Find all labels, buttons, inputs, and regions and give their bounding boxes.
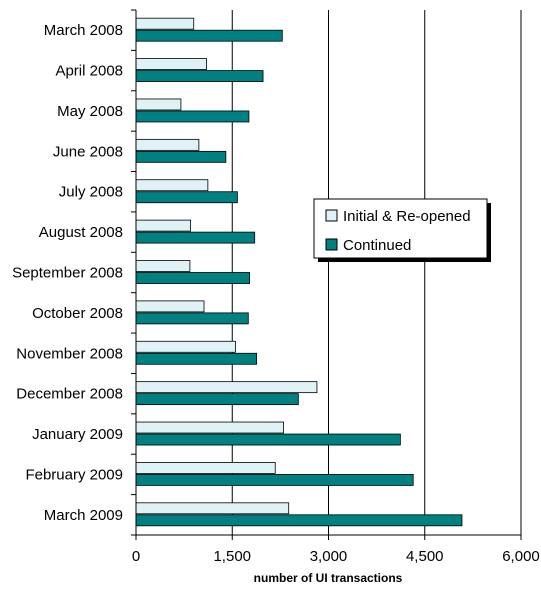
bar-continued bbox=[135, 110, 250, 123]
bar-initial bbox=[135, 138, 200, 151]
category-label: April 2008 bbox=[55, 63, 123, 80]
category-label: December 2008 bbox=[16, 386, 123, 403]
category-label: September 2008 bbox=[12, 265, 123, 282]
bar-initial bbox=[135, 219, 191, 232]
category-label: January 2009 bbox=[32, 426, 123, 443]
category-label: November 2008 bbox=[16, 345, 123, 362]
category-label: March 2008 bbox=[44, 22, 123, 39]
x-tick-labels: 0 1,500 3,000 4,500 6,000 bbox=[132, 535, 540, 565]
category-label: October 2008 bbox=[32, 305, 123, 322]
category-label: March 2009 bbox=[44, 507, 123, 524]
x-tick-label: 0 bbox=[132, 548, 140, 565]
bar-continued bbox=[135, 393, 299, 406]
bar-initial bbox=[135, 98, 182, 111]
bar-continued bbox=[135, 312, 249, 325]
legend: Initial & Re-opened Continued bbox=[313, 198, 491, 262]
bar-continued bbox=[135, 70, 264, 82]
legend-box bbox=[313, 198, 488, 259]
category-label: July 2008 bbox=[59, 184, 123, 201]
x-axis-title: number of UI transactions bbox=[254, 571, 403, 585]
x-tick-label: 1,500 bbox=[213, 548, 251, 565]
bar-initial bbox=[135, 421, 284, 434]
gridlines bbox=[231, 10, 522, 535]
bar-continued bbox=[135, 150, 227, 163]
bar-continued bbox=[135, 474, 414, 486]
x-tick-label: 4,500 bbox=[406, 548, 444, 565]
bar-continued bbox=[135, 29, 283, 42]
bar-continued bbox=[135, 191, 238, 204]
x-tick-label: 3,000 bbox=[310, 548, 348, 565]
bar-initial bbox=[135, 58, 207, 70]
bar-initial bbox=[135, 260, 191, 272]
bar-initial bbox=[135, 340, 236, 353]
category-label: June 2008 bbox=[53, 143, 123, 160]
bar-initial bbox=[135, 300, 205, 313]
legend-swatch-continued bbox=[325, 238, 338, 251]
bar-initial bbox=[135, 381, 318, 394]
bar-continued bbox=[135, 272, 250, 284]
legend-swatch-initial bbox=[325, 209, 338, 222]
category-label: August 2008 bbox=[39, 224, 123, 241]
legend-label-continued: Continued bbox=[343, 237, 411, 254]
category-label: February 2009 bbox=[25, 466, 123, 483]
bar-continued bbox=[135, 231, 256, 244]
bar-initial bbox=[135, 462, 276, 474]
bar-continued bbox=[135, 433, 401, 446]
category-labels: March 2008 April 2008 May 2008 June 2008 Jul… bbox=[12, 9, 136, 536]
legend-label-initial: Initial & Re-opened bbox=[343, 208, 471, 225]
bar-initial bbox=[135, 179, 209, 192]
x-tick-label: 6,000 bbox=[502, 548, 540, 565]
bar-initial bbox=[135, 502, 290, 515]
bar-continued bbox=[135, 352, 258, 365]
category-label: May 2008 bbox=[57, 103, 123, 120]
bar-initial bbox=[135, 17, 195, 30]
bar-continued bbox=[135, 514, 463, 527]
